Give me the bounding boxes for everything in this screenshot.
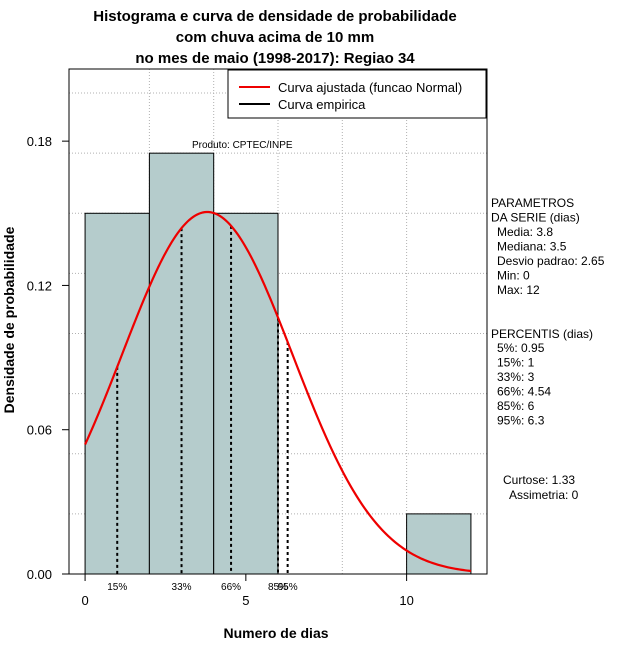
legend: Curva ajustada (funcao Normal) Curva empi…	[227, 69, 487, 119]
percentile-label: 85%	[268, 582, 288, 593]
parametros-value: Mediana: 3.5	[497, 240, 567, 254]
legend-box	[227, 69, 487, 119]
y-axis-label: Densidade de probabilidade	[1, 226, 17, 413]
histogram-bar	[148, 152, 215, 575]
y-tick-label: 0.18	[27, 134, 52, 149]
parametros-value: Media: 3.8	[497, 225, 553, 239]
percentis-value: 95%: 6.3	[497, 414, 545, 428]
axes: 0 5 10 0.00 0.06 0.12 0.18	[27, 134, 414, 608]
x-tick-label: 0	[81, 593, 88, 608]
product-annotation: Produto: CPTEC/INPE	[192, 140, 293, 151]
percentis-value: 85%: 6	[497, 399, 535, 413]
percentile-lines: 15% 33% 66% 85%95%	[107, 225, 298, 593]
percentile-label: 95%	[278, 582, 298, 593]
percentis-value: 66%: 4.54	[497, 385, 551, 399]
legend-label: Curva ajustada (funcao Normal)	[278, 80, 462, 95]
percentile-label: 33%	[172, 582, 192, 593]
parametros-title: PARAMETROS	[491, 196, 574, 210]
plot-frame	[68, 68, 488, 575]
percentis-value: 33%: 3	[497, 370, 535, 384]
title-line: Histograma e curva de densidade de proba…	[93, 8, 456, 25]
parametros-value: Max: 12	[497, 283, 540, 297]
curtose-value: Curtose: 1.33	[503, 473, 575, 487]
percentis-value: 15%: 1	[497, 356, 535, 370]
parametros-value: Min: 0	[497, 269, 530, 283]
histogram-bar	[213, 212, 279, 575]
y-tick-label: 0.00	[27, 567, 52, 582]
percentile-label: 15%	[107, 582, 127, 593]
percentis-title: PERCENTIS (dias)	[491, 327, 593, 341]
legend-label: Curva empirica	[278, 97, 366, 112]
x-tick-label: 10	[399, 593, 413, 608]
y-tick-label: 0.06	[27, 423, 52, 438]
x-axis-label: Numero de dias	[223, 625, 328, 641]
normal-curve	[84, 210, 472, 573]
y-tick-label: 0.12	[27, 278, 52, 293]
title-line: no mes de maio (1998-2017): Regiao 34	[135, 50, 415, 67]
chart-title: Histograma e curva de densidade de proba…	[93, 8, 456, 67]
normal-curve-path	[84, 210, 472, 573]
percentile-label: 66%	[221, 582, 241, 593]
title-line: com chuva acima de 10 mm	[176, 29, 374, 46]
percentis-value: 5%: 0.95	[497, 341, 545, 355]
assimetria-value: Assimetria: 0	[509, 488, 579, 502]
x-tick-label: 5	[242, 593, 249, 608]
parametros-value: Desvio padrao: 2.65	[497, 254, 605, 268]
histogram-bars	[69, 152, 487, 575]
parametros-title: DA SERIE (dias)	[491, 211, 580, 225]
